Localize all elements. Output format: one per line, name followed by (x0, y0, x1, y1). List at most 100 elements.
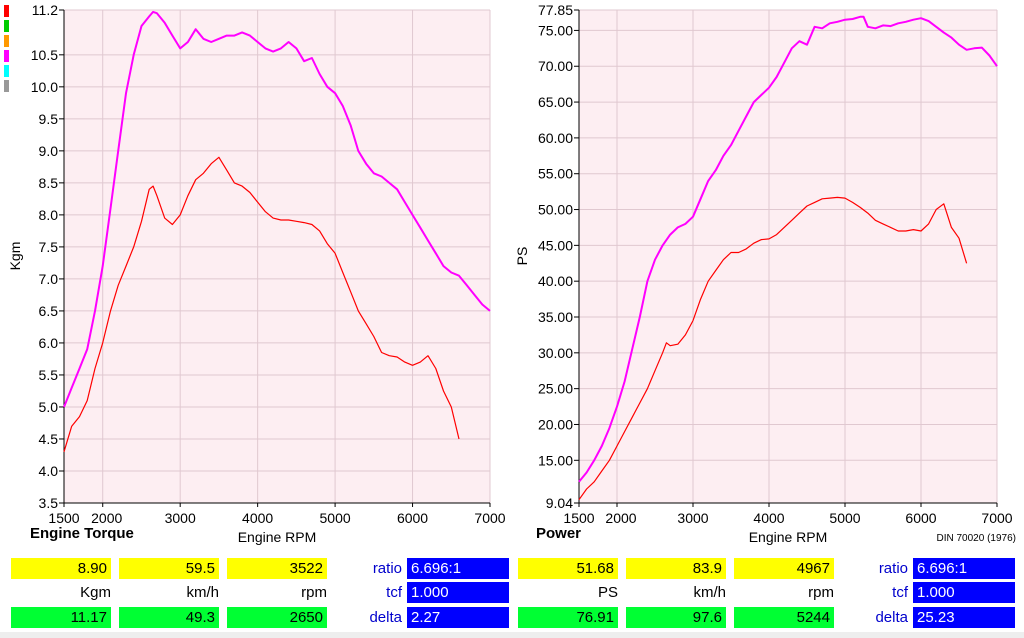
peak-power-rpm-value: 5244 (734, 607, 834, 628)
torque-plot-background (64, 10, 490, 503)
y-tick-label: 7.5 (39, 239, 59, 255)
tcf-label-left: tcf (386, 584, 402, 601)
peak-torque-speed-value: 49.3 (119, 607, 219, 628)
legend-swatch (4, 65, 9, 77)
tcf-label-right: tcf (892, 584, 908, 601)
power-speed-readout-value: 83.9 (626, 558, 726, 579)
y-tick-label: 10.5 (31, 47, 58, 63)
power-chart-title: Power (536, 525, 581, 542)
torque-readout-value: 8.90 (11, 558, 111, 579)
y-tick-label: 77.85 (538, 2, 573, 18)
ratio-value-right: 6.696:1 (913, 558, 1015, 579)
speed-readout-value: 59.5 (119, 558, 219, 579)
bottom-scroll-strip (0, 632, 1024, 638)
series-line-lower (63, 156, 460, 452)
torque-x-ticks: 1500 2000 3000 4000 5000 6000 7000 (48, 503, 506, 526)
power-grid (578, 9, 998, 504)
y-tick-label: 30.00 (538, 345, 573, 361)
rpm-readout-value: 3522 (227, 558, 327, 579)
tcf-value-right: 1.000 (913, 582, 1015, 603)
x-tick-label: 1500 (48, 510, 79, 526)
y-tick-label: 6.0 (39, 335, 59, 351)
y-tick-label: 65.00 (538, 94, 573, 110)
delta-label-left: delta (369, 609, 402, 626)
y-tick-label: 9.04 (546, 495, 573, 511)
y-tick-label: 40.00 (538, 273, 573, 289)
x-tick-label: 7000 (474, 510, 505, 526)
power-unit-label: PS (597, 584, 618, 601)
power-speed-unit-label: km/h (693, 584, 726, 601)
y-tick-label: 45.00 (538, 237, 573, 253)
y-tick-label: 9.5 (39, 111, 59, 127)
delta-value-right: 25.23 (913, 607, 1015, 628)
speed-unit-label: km/h (186, 584, 219, 601)
power-x-ticks: 1500 2000 3000 4000 5000 6000 7000 (563, 503, 1013, 526)
y-tick-label: 4.5 (39, 431, 59, 447)
x-tick-label: 2000 (605, 510, 636, 526)
y-tick-label: 5.0 (39, 399, 59, 415)
legend-swatch (4, 50, 9, 62)
y-tick-label: 7.0 (39, 271, 59, 287)
peak-torque-rpm-value: 2650 (227, 607, 327, 628)
y-tick-label: 4.0 (39, 463, 59, 479)
y-tick-label: 55.00 (538, 166, 573, 182)
x-tick-label: 2000 (91, 510, 122, 526)
torque-unit-label: Kgm (80, 584, 111, 601)
y-tick-label: 3.5 (39, 495, 59, 511)
x-tick-label: 6000 (397, 510, 428, 526)
power-rpm-readout-value: 4967 (734, 558, 834, 579)
legend-swatch (4, 35, 9, 47)
y-tick-label: 11.2 (32, 2, 58, 18)
peak-power-value: 76.91 (518, 607, 618, 628)
torque-y-axis-label: Kgm (7, 242, 23, 271)
y-tick-label: 60.00 (538, 130, 573, 146)
x-tick-label: 3000 (677, 510, 708, 526)
y-tick-label: 6.5 (39, 303, 59, 319)
ratio-label-right: ratio (878, 560, 908, 577)
y-tick-label: 15.00 (538, 452, 573, 468)
x-tick-label: 4000 (753, 510, 784, 526)
peak-torque-value: 11.17 (11, 607, 111, 628)
x-tick-label: 7000 (981, 510, 1012, 526)
power-y-axis-label: PS (514, 247, 530, 266)
power-rpm-unit-label: rpm (808, 584, 834, 601)
x-tick-label: 5000 (829, 510, 860, 526)
torque-chart: 3.5 4.0 4.5 5.0 5.5 6.0 6.5 7.0 7.5 8.0 8.5 9.0 9.5 1… (7, 2, 506, 545)
y-tick-label: 8.0 (39, 207, 59, 223)
legend-swatch (4, 20, 9, 32)
power-chart: 9.04 15.00 20.00 25.00 30.00 35.00 40.00 45.00 5… (514, 2, 1016, 545)
rpm-unit-label: rpm (301, 584, 327, 601)
power-series (578, 15, 998, 501)
torque-chart-title: Engine Torque (30, 525, 134, 542)
x-tick-label: 5000 (320, 510, 351, 526)
x-tick-label: 1500 (563, 510, 594, 526)
y-tick-label: 25.00 (538, 381, 573, 397)
torque-series (63, 10, 491, 452)
power-plot-background (579, 10, 997, 503)
x-tick-label: 6000 (905, 510, 936, 526)
torque-y-ticks: 3.5 4.0 4.5 5.0 5.5 6.0 6.5 7.0 7.5 8.0 8.5 9.0 9.5 1… (31, 2, 64, 511)
y-tick-label: 5.5 (39, 367, 59, 383)
tcf-value-left: 1.000 (407, 582, 509, 603)
legend-swatch (4, 5, 9, 17)
y-tick-label: 70.00 (538, 58, 573, 74)
din-standard-note: DIN 70020 (1976) (937, 533, 1017, 544)
y-tick-label: 50.00 (538, 202, 573, 218)
power-y-ticks: 9.04 15.00 20.00 25.00 30.00 35.00 40.00 45.00 5… (538, 2, 579, 511)
y-tick-label: 9.0 (39, 143, 59, 159)
y-tick-label: 20.00 (538, 416, 573, 432)
y-tick-label: 35.00 (538, 309, 573, 325)
series-line-lower (578, 196, 968, 501)
torque-x-axis-label: Engine RPM (238, 529, 317, 545)
x-tick-label: 3000 (165, 510, 196, 526)
series-line-upper (578, 15, 998, 483)
y-tick-label: 8.5 (39, 175, 59, 191)
y-tick-label: 75.00 (538, 22, 573, 38)
ratio-value-left: 6.696:1 (407, 558, 509, 579)
delta-label-right: delta (875, 609, 908, 626)
power-x-axis-label: Engine RPM (749, 529, 828, 545)
peak-power-speed-value: 97.6 (626, 607, 726, 628)
x-tick-label: 4000 (242, 510, 273, 526)
legend-swatch (4, 80, 9, 92)
y-tick-label: 10.0 (31, 79, 58, 95)
